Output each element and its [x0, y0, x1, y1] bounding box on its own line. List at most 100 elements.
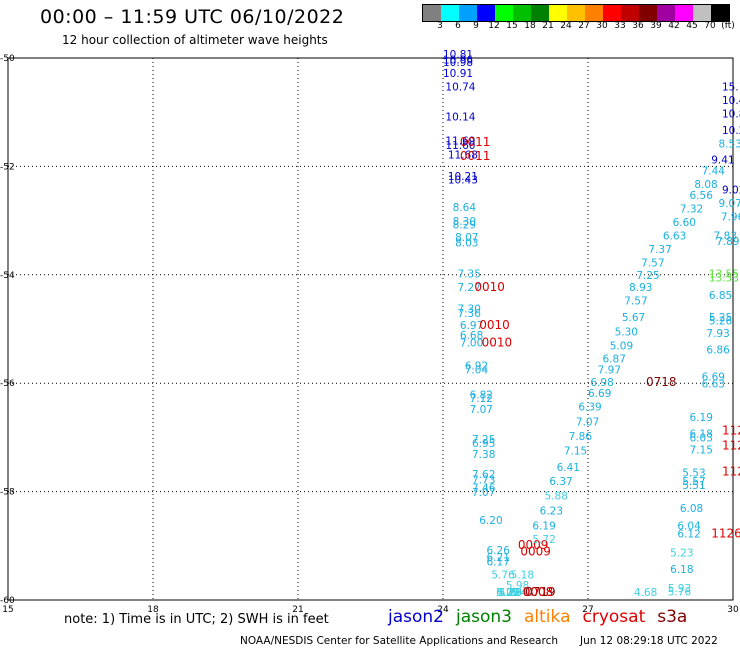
color-scale-label: 33 [614, 21, 626, 31]
wave-height-value: 5.98 [506, 580, 529, 592]
pass-time-label: 0009 [520, 545, 551, 559]
pass-time-label: 0009 [518, 538, 549, 552]
pass-time-label: 1126 [711, 527, 740, 541]
wave-height-value: 5.23 [670, 548, 693, 560]
wave-height-value: 7.35 [458, 269, 481, 281]
satellite-jason2: jason2 [388, 607, 444, 627]
pass-time-label: 0010 [479, 318, 510, 332]
wave-height-color-scale [422, 4, 730, 22]
wave-height-value: 6.63 [702, 379, 725, 391]
wave-height-value: 6.97 [460, 320, 483, 332]
wave-height-value: 7.27 [458, 282, 481, 294]
color-scale-label: (ft) [721, 21, 735, 31]
wave-height-value: 9.41 [711, 155, 734, 167]
wave-height-value: 7.25 [472, 434, 495, 446]
pass-time-label: 0008 [523, 585, 554, 599]
wave-height-value: 7.25 [636, 270, 659, 282]
credit-line: NOAA/NESDIS Center for Satellite Applica… [240, 635, 558, 647]
wave-height-value: 5.70 [496, 587, 519, 599]
satellite-s3a: s3a [657, 607, 688, 627]
satellite-altika: altika [524, 607, 571, 627]
wave-height-value: 8.29 [453, 220, 476, 232]
color-scale-label: 42 [668, 21, 680, 31]
x-tick-label: 30 [727, 605, 739, 615]
satellite-cryosat: cryosat [582, 607, 646, 627]
color-scale-label: 15 [506, 21, 518, 31]
wave-height-value: 10.14 [445, 111, 475, 123]
pass-time-label: 1126 [722, 424, 740, 438]
wave-height-value: 10.74 [445, 82, 475, 94]
y-tick-label: -58 [0, 488, 15, 498]
generated-timestamp: Jun 12 08:29:18 UTC 2022 [580, 635, 718, 647]
color-scale-label: 36 [632, 21, 644, 31]
wave-height-value: 7.57 [624, 296, 647, 308]
wave-height-value: 6.01 [496, 587, 519, 599]
wave-height-value: 8.93 [629, 282, 652, 294]
wave-height-value: 7.37 [648, 244, 671, 256]
wave-height-value: 5.26 [709, 316, 733, 328]
wave-height-value: 5.53 [682, 467, 705, 479]
wave-height-value: 5.09 [610, 341, 633, 353]
color-scale-label: 70 [704, 21, 716, 31]
wave-height-value: 6.69 [702, 371, 725, 383]
wave-height-value: 10.98 [443, 57, 473, 69]
wave-height-value: 6.20 [479, 515, 502, 527]
pass-time-label: 1126 [722, 438, 740, 452]
pass-time-label: 0011 [460, 135, 491, 149]
wave-height-value: 6.03 [690, 433, 713, 445]
color-scale-labels: 3 6 9 12 15 18 21 24 27 30 33 36 39 42 45 70 (ft) [422, 21, 735, 33]
color-scale-label: 39 [650, 21, 662, 31]
wave-height-value: 6.86 [706, 344, 730, 356]
wave-height-value: 6.95 [472, 438, 495, 450]
wave-height-value: 7.30 [458, 304, 481, 316]
wave-height-value: 6.69 [588, 388, 611, 400]
wave-height-value: 7.73 [472, 474, 495, 486]
wave-height-value: 7.07 [472, 487, 495, 499]
wave-height-value: 7.93 [706, 328, 729, 340]
wave-height-value: 7.44 [702, 166, 726, 178]
wave-height-value: 6.60 [673, 217, 696, 229]
plot-frame [7, 57, 734, 601]
wave-height-value: 10.21 [448, 171, 478, 183]
color-swatch-10 [603, 5, 621, 21]
color-scale-label: 24 [560, 21, 572, 31]
wave-height-value: 10.26 [722, 125, 740, 137]
color-scale-label: 18 [524, 21, 536, 31]
x-tick-label: 18 [147, 605, 159, 615]
wave-height-value: 5.57 [682, 476, 705, 488]
wave-height-value: 8.30 [453, 216, 476, 228]
wave-height-value: 6.18 [690, 428, 713, 440]
color-swatch-16 [711, 5, 729, 21]
wave-height-value: 8.53 [719, 138, 740, 150]
color-swatch-2 [459, 5, 477, 21]
color-swatch-3 [477, 5, 495, 21]
wave-height-value: 7.15 [564, 446, 587, 458]
wave-height-value: 6.41 [557, 462, 580, 474]
wave-height-value: 8.07 [455, 232, 478, 244]
color-swatch-5 [513, 5, 531, 21]
wave-height-value: 6.20 [496, 587, 519, 599]
wave-height-value: 6.56 [690, 190, 714, 202]
wave-height-value: 10.81 [443, 49, 473, 61]
color-swatch-4 [495, 5, 513, 21]
pass-time-label: 0010 [482, 335, 513, 349]
y-tick-label: -50 [0, 54, 15, 64]
color-scale-label: 27 [578, 21, 590, 31]
wave-height-value: 10.91 [443, 68, 473, 80]
wave-height-value: 6.98 [590, 377, 613, 389]
pass-time-label: 0718 [646, 375, 677, 389]
wave-height-value: 7.04 [465, 364, 489, 376]
wave-height-value: 6.18 [670, 564, 693, 576]
wave-height-value: 7.07 [470, 404, 493, 416]
wave-height-value: 6.21 [487, 552, 510, 564]
wave-height-value: 7.07 [576, 416, 599, 428]
wave-height-value: 8.03 [455, 238, 478, 250]
y-tick-label: -56 [0, 379, 15, 389]
wave-height-value: 5.25 [709, 312, 732, 324]
wave-height-value: 7.32 [680, 203, 703, 215]
wave-height-value: 6.39 [578, 401, 601, 413]
wave-height-value: 5.76 [499, 587, 523, 599]
wave-height-value: 6.23 [540, 505, 563, 517]
wave-height-value: 5.76 [491, 569, 515, 581]
